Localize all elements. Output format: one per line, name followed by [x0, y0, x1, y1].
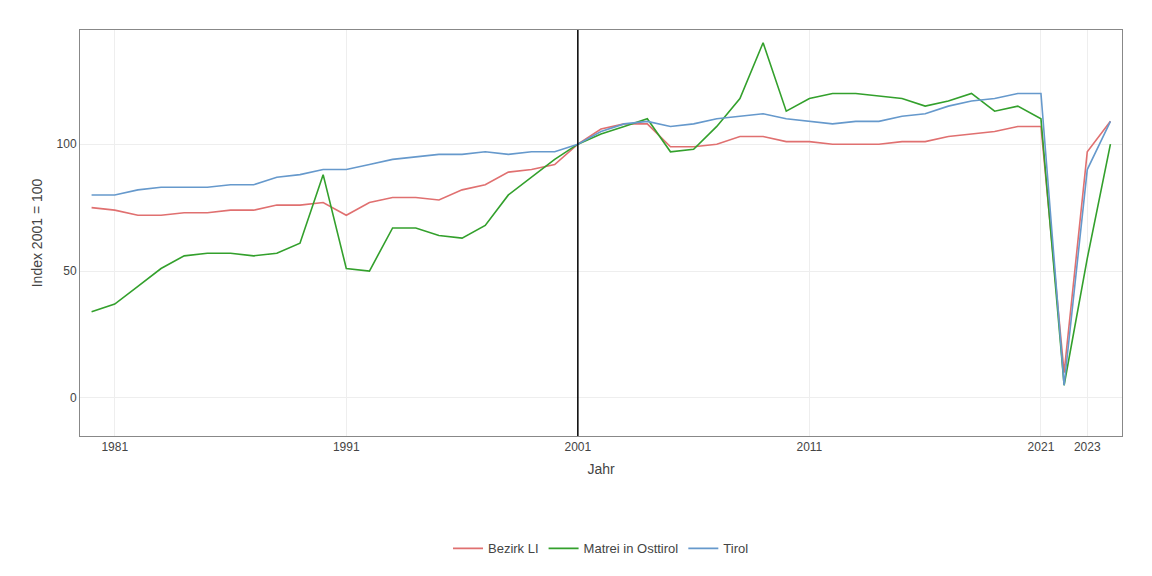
svg-text:2001: 2001	[564, 440, 591, 454]
svg-text:Matrei in Osttirol: Matrei in Osttirol	[584, 541, 679, 556]
svg-text:50: 50	[63, 264, 77, 278]
svg-text:Tirol: Tirol	[723, 541, 748, 556]
svg-text:0: 0	[70, 391, 77, 405]
svg-text:2011: 2011	[796, 440, 822, 454]
svg-text:2021: 2021	[1028, 440, 1055, 454]
svg-text:100: 100	[57, 137, 77, 151]
svg-text:Index 2001 = 100: Index 2001 = 100	[29, 178, 45, 287]
svg-text:Jahr: Jahr	[587, 461, 615, 477]
svg-text:1991: 1991	[333, 440, 360, 454]
svg-text:1981: 1981	[101, 440, 128, 454]
svg-text:2023: 2023	[1074, 440, 1101, 454]
svg-text:Bezirk LI: Bezirk LI	[488, 541, 539, 556]
